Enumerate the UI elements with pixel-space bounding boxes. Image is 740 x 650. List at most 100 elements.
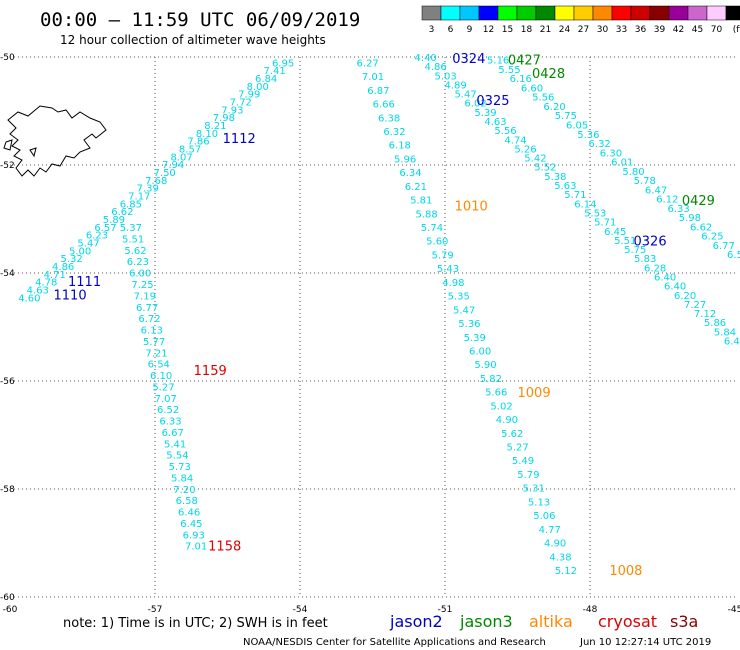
wave-height-point: 5.54 <box>166 451 188 462</box>
wave-height-point: 5.35 <box>448 292 470 303</box>
track-time-label: 1159 <box>194 364 227 379</box>
chart-subtitle: 12 hour collection of altimeter wave hei… <box>60 33 326 47</box>
wave-height-point: 6.05 <box>566 121 588 132</box>
wave-height-point: 6.60 <box>521 83 543 94</box>
colorbar-label: 6 <box>448 25 454 35</box>
track-time-label: 1158 <box>208 540 241 555</box>
wave-height-point: 6.95 <box>272 58 294 69</box>
wave-height-point: 6.67 <box>162 428 184 439</box>
wave-height-point: 5.84 <box>171 473 193 484</box>
wave-height-point: 5.98 <box>679 213 701 224</box>
wave-height-point: 5.27 <box>506 443 528 454</box>
colorbar-label: 9 <box>467 25 473 35</box>
x-tick-label: -54 <box>293 605 308 615</box>
colorbar-swatch <box>421 5 442 21</box>
wave-height-point: 6.45 <box>604 227 626 238</box>
colorbar-label: 36 <box>635 25 647 35</box>
wave-height-point: 5.31 <box>523 484 545 495</box>
wave-height-point: 6.23 <box>86 231 108 242</box>
colorbar-label: 3 <box>429 25 435 35</box>
chart-title: 00:00 — 11:59 UTC 06/09/2019 <box>40 9 360 31</box>
colorbar-label: 33 <box>616 25 627 35</box>
y-tick-label: -54 <box>0 269 15 279</box>
wave-height-point: 4.77 <box>539 525 561 536</box>
colorbar-swatch <box>516 5 537 21</box>
wave-height-point: 6.40 <box>654 272 676 283</box>
wave-height-point: 6.10 <box>150 371 172 382</box>
track-time-label: 0325 <box>476 94 509 109</box>
wave-height-point: 5.49 <box>512 456 534 467</box>
wave-height-point: 6.52 <box>157 405 179 416</box>
wave-height-point: 5.56 <box>532 93 554 104</box>
wave-height-point: 6.58 <box>176 496 198 507</box>
track-time-label: 1009 <box>518 386 551 401</box>
wave-height-point: 5.75 <box>555 111 577 122</box>
footer-timestamp: Jun 10 12:27:14 UTC 2019 <box>579 637 711 648</box>
colorbar-swatch <box>706 5 727 21</box>
wave-height-point: 5.47 <box>77 238 99 249</box>
wave-height-point: 5.37 <box>120 223 142 234</box>
wave-height-point: 4.90 <box>496 415 518 426</box>
wave-height-point: 7.50 <box>154 168 176 179</box>
colorbar-swatch <box>478 5 499 21</box>
wave-height-point: 6.23 <box>127 257 149 268</box>
colorbar-swatch <box>649 5 670 21</box>
y-tick-label: -56 <box>0 377 15 387</box>
grid-lines: -60 -57 -54 -51 -48 -45 -50 -52 -54 -56 -58 -60 <box>0 53 740 615</box>
y-tick-label: -58 <box>0 485 15 495</box>
colorbar-label: 45 <box>692 25 703 35</box>
wave-height-point: 6.5 <box>727 250 740 261</box>
wave-height-point: 7.17 <box>128 192 150 203</box>
wave-height-point: 5.39 <box>464 333 486 344</box>
wave-height-point: 4.78 <box>35 278 57 289</box>
colorbar-label: 15 <box>502 25 513 35</box>
colorbar-label: 42 <box>673 25 684 35</box>
track-time-label: 0427 <box>508 54 541 69</box>
colorbar-label: 70 <box>711 25 723 35</box>
wave-height-point: 5.90 <box>474 360 496 371</box>
wave-height-point: 4.38 <box>549 552 571 563</box>
colorbar-label: 27 <box>578 25 589 35</box>
wave-height-point: 7.41 <box>263 66 285 77</box>
colorbar-label: 12 <box>483 25 494 35</box>
wave-height-point: 7.20 <box>173 485 195 496</box>
wave-height-point: 6.66 <box>373 100 395 111</box>
legend-entry: cryosat <box>598 612 657 631</box>
wave-height-point: 7.99 <box>238 90 260 101</box>
wave-height-point: 5.80 <box>622 167 644 178</box>
wave-height-point: 8.57 <box>179 145 201 156</box>
colorbar-label: 24 <box>559 25 571 35</box>
wave-height-point: 5.06 <box>533 511 555 522</box>
wave-height-point: 7.98 <box>213 113 235 124</box>
wave-height-point: 6.30 <box>600 148 622 159</box>
wave-height-point: 6.27 <box>357 58 379 69</box>
data-points: 4.604.634.784.714.865.325.005.476.236.57… <box>18 53 740 577</box>
wave-height-point: 5.55 <box>498 65 520 76</box>
wave-height-point: 7.12 <box>694 309 716 320</box>
colorbar-label: 21 <box>540 25 551 35</box>
wave-height-point: 7.01 <box>362 72 384 83</box>
wave-height-point: 5.83 <box>634 254 656 265</box>
wave-height-point: 5.03 <box>434 71 456 82</box>
wave-height-point: 6.28 <box>644 263 666 274</box>
wave-height-point: 5.32 <box>60 254 82 265</box>
colorbar-label: 39 <box>654 25 666 35</box>
wave-height-point: 4.89 <box>444 80 466 91</box>
wave-height-point: 5.81 <box>410 196 432 207</box>
colorbar-swatch <box>630 5 651 21</box>
x-tick-label: -57 <box>148 605 163 615</box>
colorbar-swatch <box>611 5 632 21</box>
wave-height-point: 5.02 <box>490 401 512 412</box>
wave-height-point: 6.00 <box>469 346 491 357</box>
wave-height-point: 5.52 <box>534 163 556 174</box>
wave-height-point: 5.00 <box>69 246 91 257</box>
wave-height-point: 7.25 <box>131 280 153 291</box>
wave-height-point: 7.01 <box>185 542 207 553</box>
wave-height-point: 6.16 <box>510 74 532 85</box>
wave-height-point: 5.47 <box>454 90 476 101</box>
wave-height-point: 5.47 <box>453 305 475 316</box>
wave-height-point: 5.63 <box>554 181 576 192</box>
wave-height-point: 6.87 <box>367 86 389 97</box>
legend-entry: jason2 <box>389 612 443 631</box>
